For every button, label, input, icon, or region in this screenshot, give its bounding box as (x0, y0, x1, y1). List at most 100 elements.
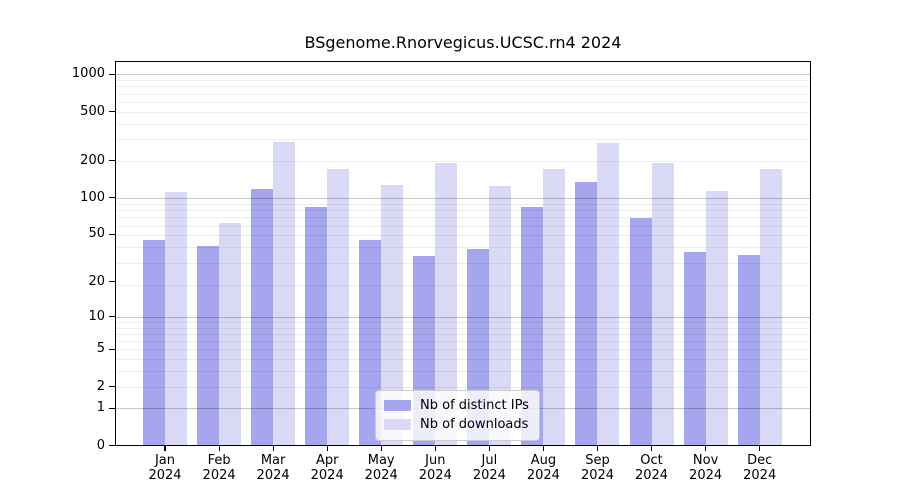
bar-distinct-ips-oct (629, 218, 652, 446)
gridlines-layer (115, 61, 811, 446)
legend-swatch-downloads (384, 419, 411, 430)
x-tick-sep (596, 445, 599, 451)
legend-swatch-distinct-ips (384, 400, 411, 411)
x-tick-label-sep: Sep 2024 (580, 452, 615, 484)
minor-gridline (115, 160, 811, 162)
x-tick-jun (434, 445, 436, 451)
bar-downloads-jan (165, 191, 187, 446)
legend-label-downloads: Nb of downloads (420, 417, 529, 432)
y-tick-label-100: 100 (80, 189, 105, 205)
y-tick-50 (109, 233, 115, 235)
y-tick-500 (109, 110, 115, 113)
x-tick-label-mar: Mar 2024 (256, 452, 290, 484)
x-tick-label-dec: Dec 2024 (743, 452, 777, 484)
x-tick-aug (542, 445, 544, 451)
minor-gridline (115, 262, 811, 264)
minor-gridline (115, 203, 811, 205)
x-tick-nov (705, 445, 707, 451)
chart-title: BSgenome.Rnorvegicus.UCSC.rn4 2024 (304, 33, 622, 52)
x-tick-may (380, 445, 382, 451)
y-tick-label-1000: 1000 (71, 66, 105, 82)
bar-downloads-jun (435, 163, 458, 446)
legend-label-distinct-ips: Nb of distinct IPs (420, 398, 529, 413)
minor-gridline (115, 359, 811, 360)
bar-downloads-dec (759, 168, 782, 446)
x-tick-dec (759, 445, 761, 451)
minor-gridline (115, 327, 811, 329)
bar-distinct-ips-mar (251, 188, 274, 446)
bar-distinct-ips-jan (143, 239, 165, 446)
bar-downloads-nov (705, 191, 728, 446)
y-tick-200 (109, 160, 115, 162)
bar-distinct-ips-feb (197, 246, 220, 446)
x-tick-label-oct: Oct 2024 (634, 452, 669, 484)
x-tick-jul (488, 445, 490, 451)
legend: Nb of distinct IPs Nb of downloads (375, 390, 540, 441)
plot-area: Nb of distinct IPs Nb of downloads (115, 61, 811, 446)
y-tick-20 (109, 281, 115, 283)
minor-gridline (115, 333, 811, 335)
major-gridline-10 (115, 316, 811, 318)
y-tick-label-20: 20 (88, 273, 105, 289)
legend-item-downloads: Nb of downloads (384, 415, 529, 434)
y-tick-label-50: 50 (88, 226, 105, 242)
minor-gridline (115, 386, 811, 388)
minor-gridline (115, 225, 811, 227)
y-tick-100 (109, 197, 115, 199)
x-tick-label-jul: Jul 2024 (472, 452, 506, 484)
x-tick-label-apr: Apr 2024 (310, 452, 344, 484)
y-tick-label-0: 0 (96, 437, 105, 453)
y-tick-1 (109, 407, 115, 409)
y-tick-10 (109, 316, 115, 318)
minor-gridline (115, 210, 811, 212)
minor-gridline (115, 123, 811, 125)
minor-gridline (115, 111, 811, 113)
major-gridline-1000 (115, 74, 811, 76)
bar-downloads-feb (219, 222, 242, 446)
minor-gridline (115, 371, 811, 372)
legend-item-distinct-ips: Nb of distinct IPs (384, 396, 529, 415)
y-tick-0 (109, 444, 115, 447)
minor-gridline (115, 139, 811, 141)
x-tick-label-jun: Jun 2024 (418, 452, 452, 484)
minor-gridline (115, 101, 811, 103)
y-tick-label-2: 2 (96, 378, 105, 394)
minor-gridline (115, 217, 811, 219)
bar-distinct-ips-nov (683, 251, 706, 446)
x-tick-label-aug: Aug 2024 (526, 452, 560, 484)
minor-gridline (115, 93, 811, 95)
y-tick-label-200: 200 (80, 152, 105, 168)
bar-distinct-ips-dec (737, 254, 760, 446)
x-tick-jan (164, 445, 166, 451)
bar-downloads-aug (543, 168, 566, 446)
minor-gridline (115, 235, 811, 237)
x-tick-apr (326, 445, 328, 451)
bar-downloads-apr (327, 169, 350, 446)
minor-gridline (115, 349, 811, 351)
x-tick-oct (650, 445, 653, 451)
bar-downloads-oct (651, 163, 674, 446)
x-tick-mar (272, 445, 274, 451)
minor-gridline (115, 284, 811, 286)
y-tick-label-5: 5 (96, 341, 105, 357)
x-tick-feb (218, 445, 220, 451)
bar-distinct-ips-sep (575, 181, 598, 446)
bar-downloads-sep (597, 142, 620, 446)
minor-gridline (115, 86, 811, 88)
bar-distinct-ips-aug (521, 206, 544, 446)
minor-gridline (115, 80, 811, 82)
x-tick-label-nov: Nov 2024 (689, 452, 723, 484)
x-tick-label-may: May 2024 (364, 452, 398, 484)
minor-gridline (115, 341, 811, 342)
major-gridline-100 (115, 197, 811, 199)
x-tick-label-jan: Jan 2024 (148, 452, 182, 484)
y-tick-label-1: 1 (96, 400, 105, 416)
y-tick-label-10: 10 (88, 308, 105, 324)
bar-downloads-mar (273, 142, 296, 446)
minor-gridline (115, 321, 811, 323)
bar-downloads-may (381, 184, 404, 446)
y-tick-2 (109, 385, 115, 388)
y-tick-5 (109, 348, 115, 350)
bar-distinct-ips-apr (305, 206, 328, 446)
